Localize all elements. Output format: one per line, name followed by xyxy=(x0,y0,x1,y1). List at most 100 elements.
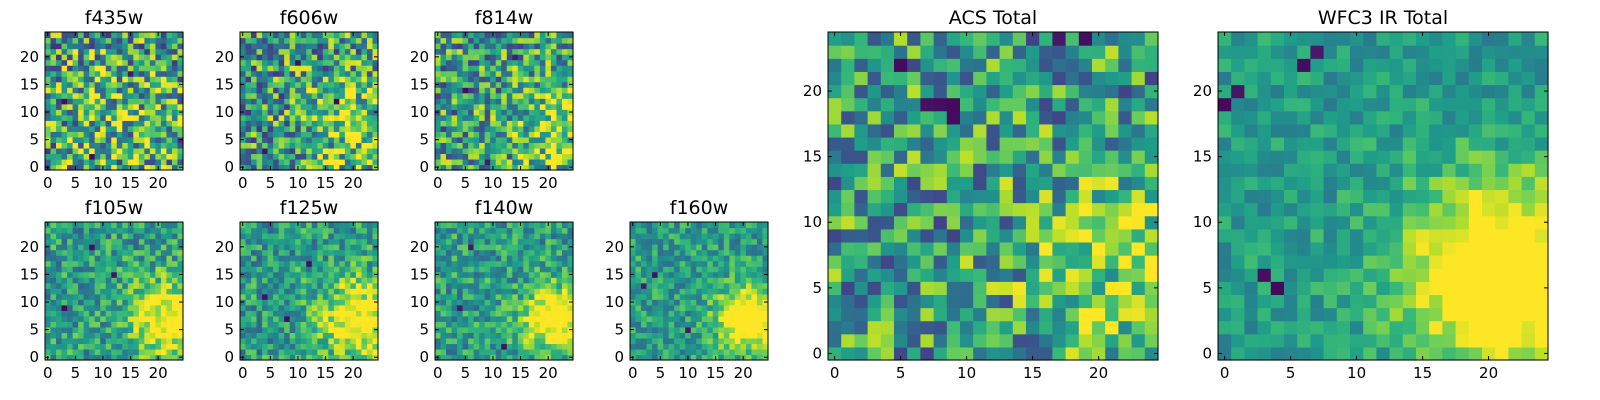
heatmap-cell xyxy=(61,227,68,234)
heatmap-cell xyxy=(501,337,508,345)
heatmap-cell xyxy=(251,48,258,55)
heatmap-cell xyxy=(333,87,340,94)
heatmap-cell xyxy=(262,238,269,245)
heatmap-cell xyxy=(45,120,52,127)
heatmap-cell xyxy=(78,260,85,267)
heatmap-cell xyxy=(138,120,145,127)
heatmap-cell xyxy=(506,37,513,44)
heatmap-cell xyxy=(171,153,179,160)
heatmap-cell xyxy=(306,153,313,160)
heatmap-cell xyxy=(333,310,340,317)
heatmap-cell xyxy=(89,304,96,311)
heatmap-cell xyxy=(171,255,179,262)
heatmap-cell xyxy=(451,103,458,110)
heatmap-cell xyxy=(273,255,280,262)
heatmap-cell xyxy=(668,277,675,284)
heatmap-cell xyxy=(256,233,263,240)
heatmap-cell xyxy=(712,299,719,306)
y-tick-label: 5 xyxy=(614,321,624,339)
heatmap-cell xyxy=(61,277,68,284)
heatmap-cell xyxy=(339,153,346,160)
heatmap-cell xyxy=(528,310,535,317)
heatmap-cell xyxy=(468,70,475,77)
heatmap-cell xyxy=(561,103,569,110)
heatmap-cell xyxy=(116,260,123,267)
heatmap-cell xyxy=(100,299,107,306)
heatmap-cell xyxy=(78,233,85,240)
heatmap-cell xyxy=(512,109,519,116)
heatmap-cell xyxy=(240,48,247,55)
heatmap-cell xyxy=(284,321,291,328)
heatmap-cell xyxy=(1131,333,1146,348)
heatmap-cell xyxy=(328,109,335,116)
heatmap-cell xyxy=(734,238,741,245)
heatmap-cell xyxy=(446,147,453,155)
heatmap-cell xyxy=(635,321,642,328)
heatmap-cell xyxy=(534,158,541,166)
heatmap-cell xyxy=(149,153,156,160)
heatmap-cell xyxy=(94,59,101,66)
heatmap-cell xyxy=(657,260,664,267)
heatmap-cell xyxy=(328,70,335,77)
heatmap-cell xyxy=(734,315,741,322)
heatmap-cell xyxy=(701,255,708,262)
heatmap-cell xyxy=(867,228,882,243)
heatmap-cell xyxy=(718,233,725,240)
heatmap-cell xyxy=(473,164,480,171)
heatmap-cell xyxy=(289,81,296,88)
x-tick-label: 20 xyxy=(149,364,168,382)
heatmap-cell xyxy=(94,354,101,361)
heatmap-cell xyxy=(133,310,140,317)
heatmap-cell xyxy=(550,282,558,289)
heatmap-cell xyxy=(712,238,719,245)
heatmap-cell xyxy=(567,315,574,322)
heatmap-cell xyxy=(451,299,458,306)
heatmap-cell xyxy=(907,307,921,322)
heatmap-cell xyxy=(495,164,502,171)
x-tick-label: 15 xyxy=(121,364,140,382)
heatmap-cell xyxy=(278,222,285,229)
heatmap-cell xyxy=(149,125,156,132)
heatmap-cell xyxy=(144,48,151,55)
plot-frame xyxy=(44,221,184,361)
heatmap-cell xyxy=(105,288,112,295)
heatmap-cell xyxy=(372,37,379,44)
heatmap-cell xyxy=(61,222,68,229)
heatmap-cell xyxy=(105,59,112,66)
heatmap-cell xyxy=(105,321,112,328)
heatmap-cell xyxy=(679,238,686,245)
plot-title: f105w xyxy=(85,197,144,219)
heatmap-cell xyxy=(344,32,351,39)
heatmap-cell xyxy=(83,326,90,333)
heatmap-cell xyxy=(56,249,63,256)
heatmap-cell xyxy=(462,343,469,350)
heatmap-cell xyxy=(440,98,447,105)
heatmap-cell xyxy=(67,70,74,77)
heatmap-cell xyxy=(690,293,697,300)
heatmap-cell xyxy=(171,321,179,328)
heatmap-cell xyxy=(479,222,486,229)
heatmap-cell xyxy=(462,125,469,132)
heatmap-cell xyxy=(517,158,524,166)
heatmap-cell xyxy=(177,70,184,77)
heatmap-cell xyxy=(539,32,546,39)
heatmap-cell xyxy=(372,76,379,83)
heatmap-cell xyxy=(512,233,519,240)
heatmap-cell xyxy=(501,59,508,66)
heatmap-cell xyxy=(155,125,162,132)
heatmap-cell xyxy=(567,343,574,350)
heatmap-cell xyxy=(267,92,274,99)
heatmap-cell xyxy=(534,87,541,94)
heatmap-cell xyxy=(160,222,168,229)
heatmap-cell xyxy=(251,98,258,105)
heatmap-cell xyxy=(300,87,307,94)
heatmap-cell xyxy=(1012,268,1027,282)
heatmap-cell xyxy=(122,354,129,361)
heatmap-cell xyxy=(550,98,558,105)
heatmap-cell xyxy=(745,282,753,289)
heatmap-cell xyxy=(45,142,52,149)
heatmap-cell xyxy=(550,337,558,345)
heatmap-cell xyxy=(696,332,703,339)
heatmap-cell xyxy=(451,59,458,66)
heatmap-cell xyxy=(973,215,987,230)
